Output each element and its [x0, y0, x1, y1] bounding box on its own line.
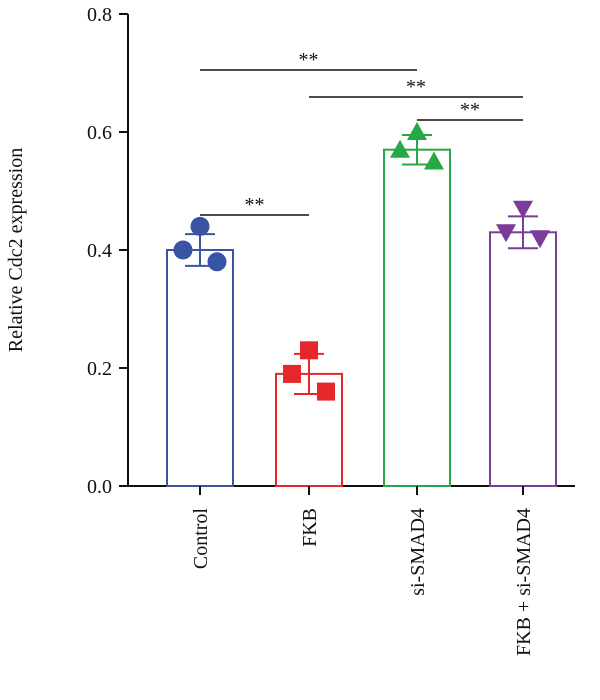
y-tick-label: 0.6 — [87, 122, 112, 144]
y-axis-label: Relative Cdc2 expression — [5, 148, 27, 352]
significance-label: ** — [406, 76, 426, 98]
data-point — [513, 200, 533, 219]
data-point — [207, 252, 227, 272]
y-tick-label: 0.8 — [87, 4, 112, 26]
data-point — [300, 341, 318, 360]
x-tick-label: FKB — [299, 508, 321, 547]
data-point — [530, 230, 550, 249]
bar — [489, 231, 557, 487]
x-tick-label: FKB + si-SMAD4 — [513, 508, 535, 656]
x-tick-label: si-SMAD4 — [407, 508, 429, 596]
data-point — [173, 240, 193, 260]
data-point — [283, 364, 301, 383]
plot-area: 0.0 0.2 0.4 0.6 0.8 Control FKB si-SMAD4 FKB + s… — [87, 4, 575, 656]
bar — [383, 148, 451, 487]
y-tick-label: 0.0 — [87, 476, 112, 498]
data-point — [190, 216, 210, 236]
significance-label: ** — [245, 194, 265, 216]
y-tick-label: 0.4 — [87, 240, 112, 262]
data-point — [424, 151, 444, 170]
y-tick-label: 0.2 — [87, 358, 112, 380]
significance-label: ** — [299, 49, 319, 71]
x-tick-label: Control — [190, 508, 212, 570]
data-point — [496, 224, 516, 243]
significance-label: ** — [460, 99, 480, 121]
bar — [166, 249, 234, 487]
data-point — [390, 139, 410, 158]
data-point — [317, 382, 335, 401]
data-point — [407, 122, 427, 140]
